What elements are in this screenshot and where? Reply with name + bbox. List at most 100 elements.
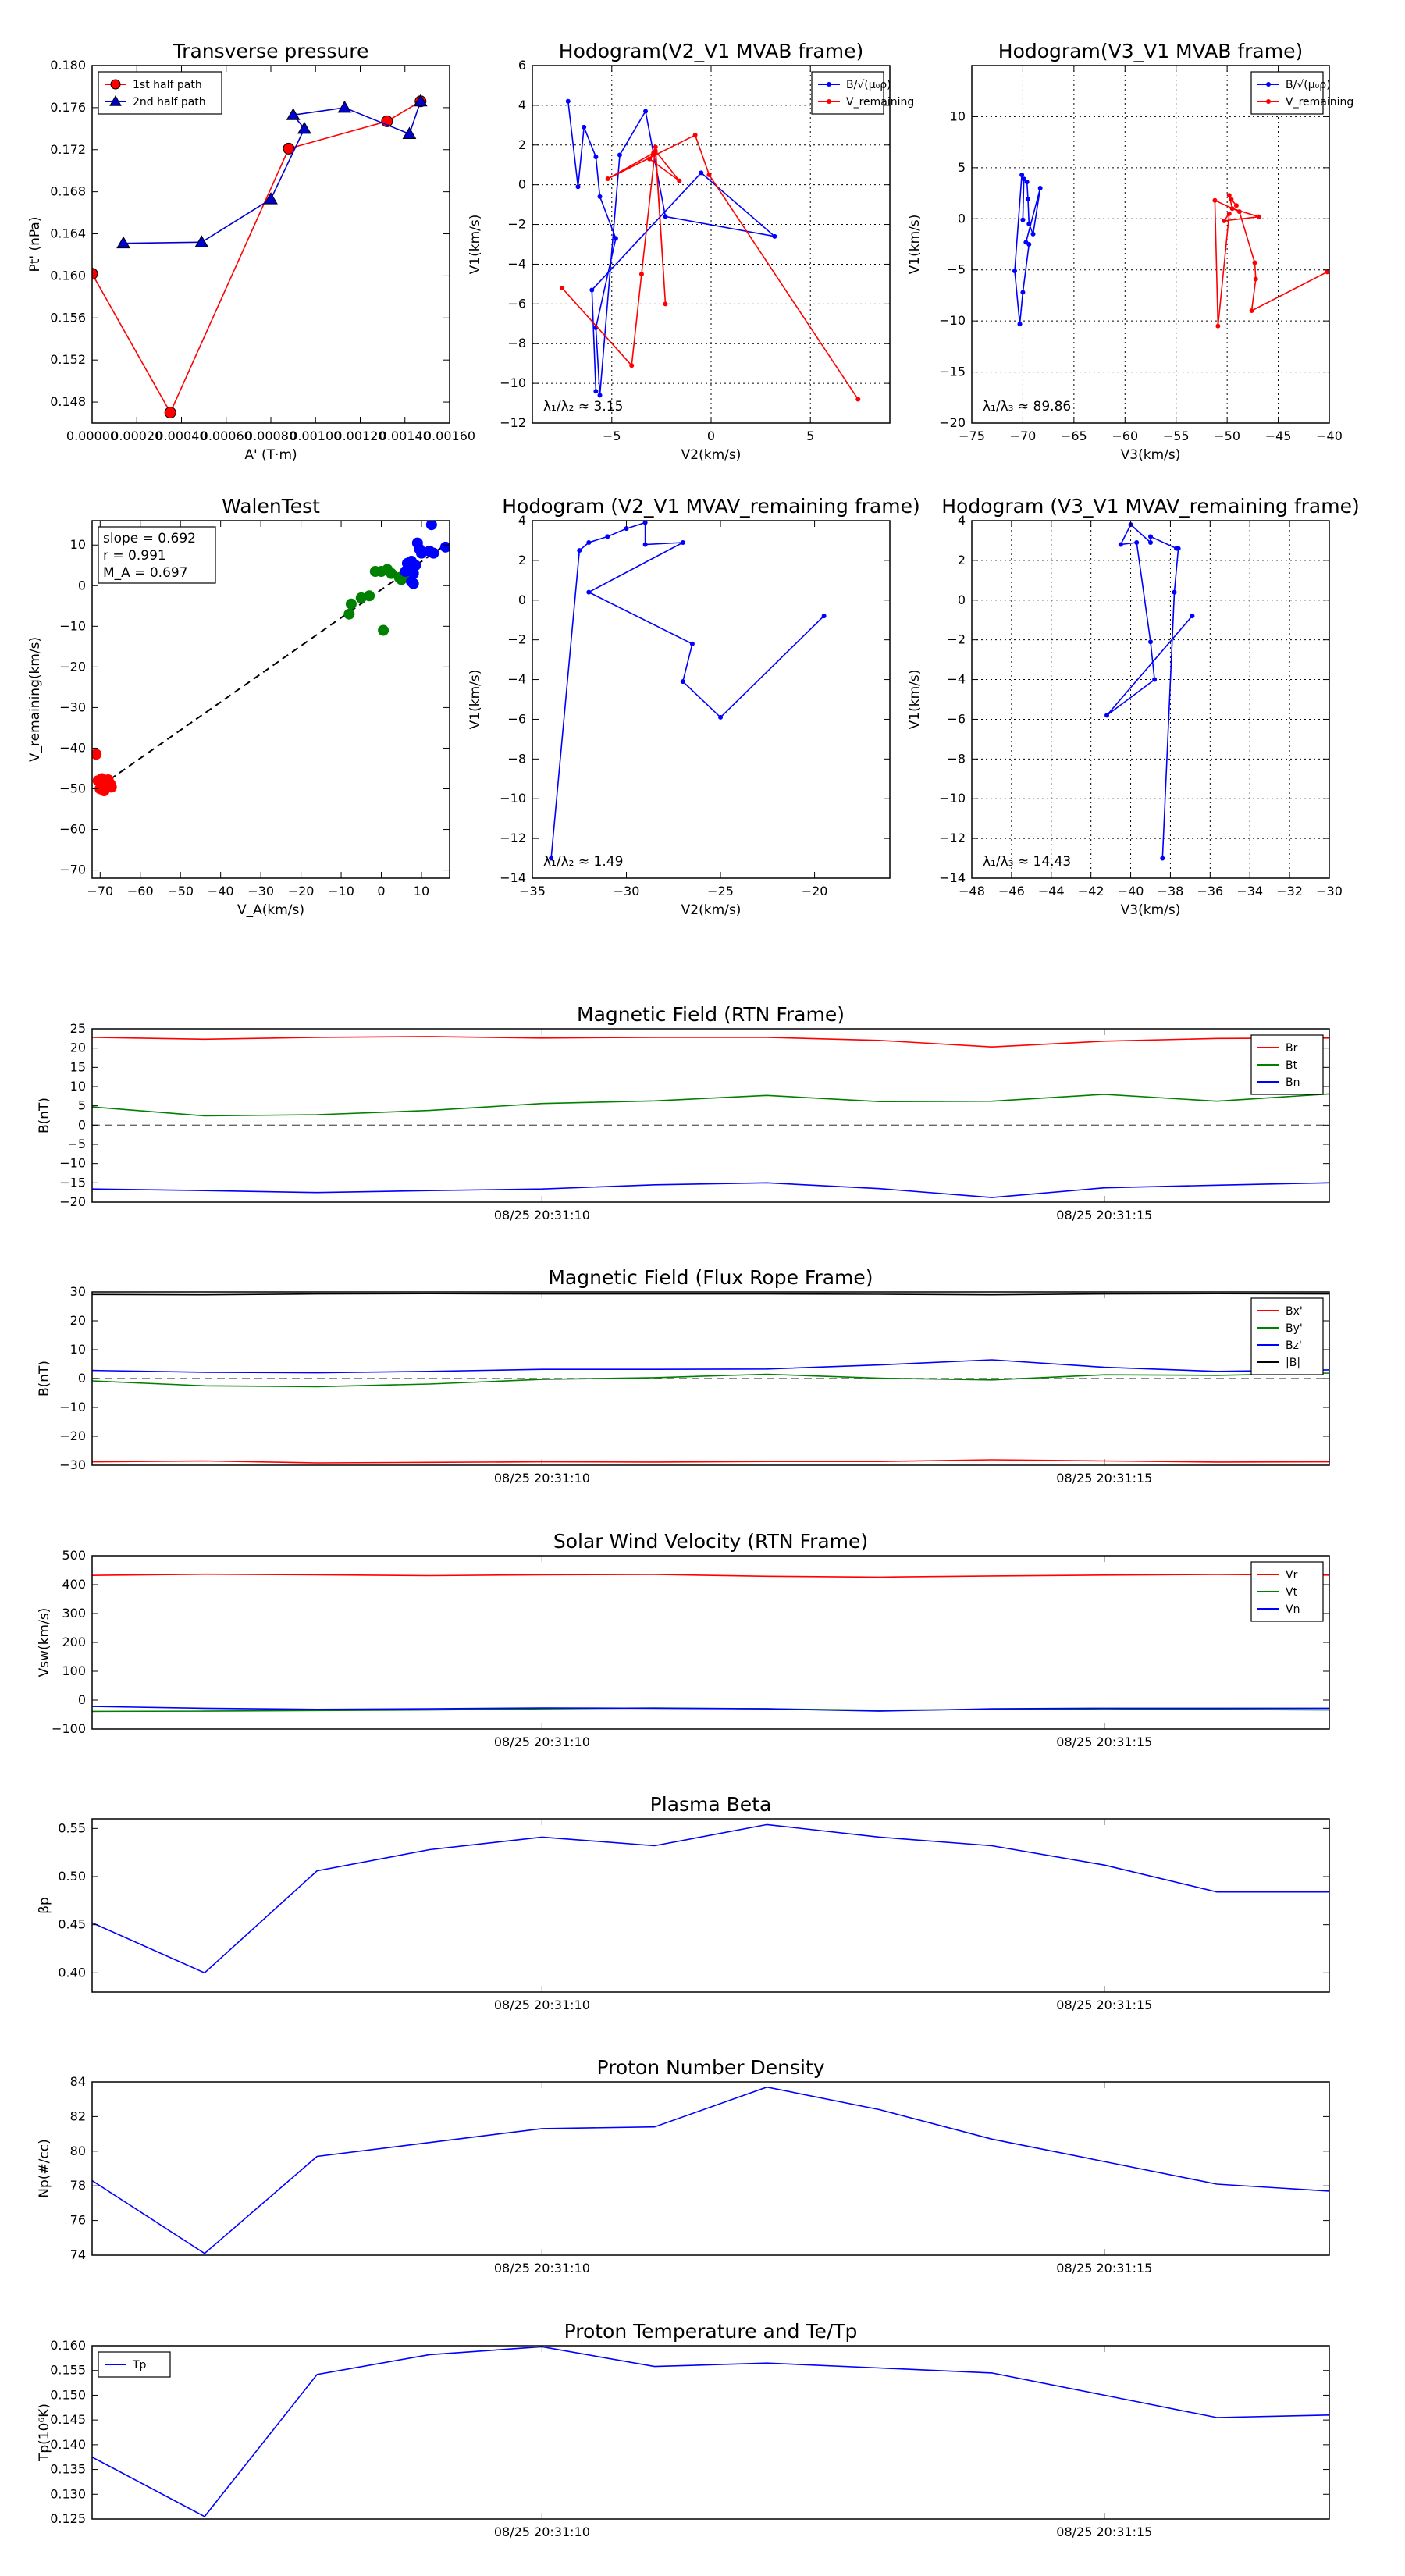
legend-label: Vt [1286, 1586, 1298, 1599]
data-point [1160, 856, 1165, 861]
y-tick-label: 0.156 [50, 310, 86, 325]
x-tick-label: −5 [603, 429, 621, 443]
x-tick-label: −40 [1316, 429, 1343, 443]
chart-walen: −70 −60 −50 −40 −30 −20 −10 0 10−70−60−50−40−30−… [27, 495, 450, 918]
series-line-Tp [92, 2346, 1329, 2517]
y-tick-label: −10 [59, 618, 86, 633]
series-line-V_remaining [1214, 194, 1328, 326]
legend-label: By' [1286, 1322, 1303, 1335]
y-tick-label: −8 [947, 751, 966, 766]
legend-label: Br [1286, 1042, 1298, 1055]
series-line-Bn [92, 1182, 1329, 1198]
y-tick-label: −15 [939, 365, 966, 379]
data-point [629, 363, 635, 368]
chart-bfield: 08/25 20:31:10 08/25 20:31:15 −20 −15 −10 −5 0… [37, 1003, 1330, 1222]
legend-label: Vr [1286, 1569, 1298, 1582]
data-point [297, 121, 311, 134]
data-point [1021, 176, 1026, 182]
plot-area [1104, 522, 1195, 861]
data-point [638, 272, 644, 277]
legend-label: Bz' [1286, 1340, 1302, 1352]
x-axis-label: V2(km/s) [681, 902, 742, 918]
x-tick-label: −25 [707, 884, 734, 898]
series-line-Vr [92, 1573, 1329, 1578]
y-tick-label: −14 [939, 870, 966, 885]
x-tick-label: 08/25 20:31:15 [1056, 2261, 1152, 2275]
stats-line: M_A = 0.697 [103, 565, 188, 581]
data-point [1037, 186, 1043, 191]
data-point [1152, 677, 1158, 682]
x-tick-label: 08/25 20:31:15 [1056, 1471, 1152, 1485]
data-point [642, 542, 648, 547]
x-tick-label: 08/25 20:31:10 [494, 1208, 590, 1222]
scatter-point [386, 568, 397, 579]
data-point [605, 176, 610, 182]
axes-frame [91, 2081, 1330, 2256]
x-tick-label: −30 [1316, 884, 1343, 898]
scatter-point [378, 624, 389, 636]
legend-label: Vn [1286, 1603, 1300, 1616]
x-tick-label: −48 [959, 884, 985, 898]
data-point [624, 526, 629, 532]
y-tick-label: 0 [958, 592, 966, 607]
y-tick-label: −6 [507, 296, 526, 311]
scatter-point [343, 608, 355, 620]
series-line-Bx' [92, 1459, 1329, 1464]
plot-area [92, 1293, 1329, 1464]
chart-title: Hodogram (V3_V1 MVAV_remaining frame) [941, 495, 1360, 518]
y-tick-label: −14 [500, 870, 526, 885]
data-point [593, 155, 599, 160]
data-point [575, 184, 581, 190]
data-point [613, 236, 618, 241]
x-tick-label: 0.00080 [245, 429, 297, 443]
chart-title: Hodogram(V2_V1 MVAB frame) [559, 40, 863, 62]
x-tick-label: 0.00160 [424, 429, 475, 443]
data-point [586, 539, 592, 545]
axes-frame [91, 2345, 1330, 2520]
y-tick-label: 80 [70, 2144, 86, 2158]
y-tick-label: 0 [518, 592, 526, 607]
legend-box [811, 71, 884, 115]
y-tick-label: 84 [70, 2074, 86, 2089]
stats-line: r = 0.991 [103, 548, 166, 564]
y-tick-label: 25 [70, 1021, 86, 1036]
x-tick-label: 10 [414, 884, 429, 898]
y-tick-label: −20 [939, 415, 966, 430]
data-point [647, 156, 653, 162]
y-tick-label: 10 [950, 109, 966, 123]
series-line-Np [92, 2086, 1329, 2254]
series-line-B/√(μ₀ρ) [567, 101, 777, 396]
chart-title: Solar Wind Velocity (RTN Frame) [553, 1530, 868, 1553]
y-tick-label: −100 [52, 1721, 86, 1736]
y-axis-label: V1(km/s) [907, 670, 923, 730]
data-point [1148, 539, 1153, 545]
data-point [1134, 539, 1140, 545]
y-tick-label: −10 [59, 1400, 86, 1414]
x-tick-label: 0.00060 [201, 429, 252, 443]
y-tick-label: −20 [59, 659, 86, 674]
data-point [855, 397, 861, 402]
y-tick-label: 78 [70, 2178, 86, 2193]
data-point [565, 98, 571, 104]
y-tick-label: −10 [939, 313, 966, 328]
data-point [1148, 534, 1153, 539]
data-point [560, 285, 565, 290]
data-point [677, 178, 682, 183]
legend-box [1250, 71, 1324, 115]
data-point [689, 641, 695, 646]
plot-area [549, 521, 827, 861]
y-tick-label: 0.168 [50, 184, 86, 199]
y-tick-label: 0.55 [58, 1820, 86, 1835]
y-tick-label: 6 [518, 58, 526, 73]
series-line-Bz' [92, 1359, 1329, 1374]
ratio-annotation: λ₁/λ₂ ≈ 3.15 [543, 399, 623, 415]
data-point [1226, 211, 1232, 216]
x-tick-label: −35 [519, 884, 546, 898]
series-line-path [550, 521, 825, 859]
y-tick-label: 20 [70, 1041, 86, 1055]
series-line-Bt [92, 1093, 1329, 1117]
data-point [1253, 276, 1258, 282]
chart-beta: 08/25 20:31:10 08/25 20:31:15 0.40 0.45 0.50… [37, 1793, 1330, 2012]
legend-label: |B| [1286, 1357, 1300, 1369]
